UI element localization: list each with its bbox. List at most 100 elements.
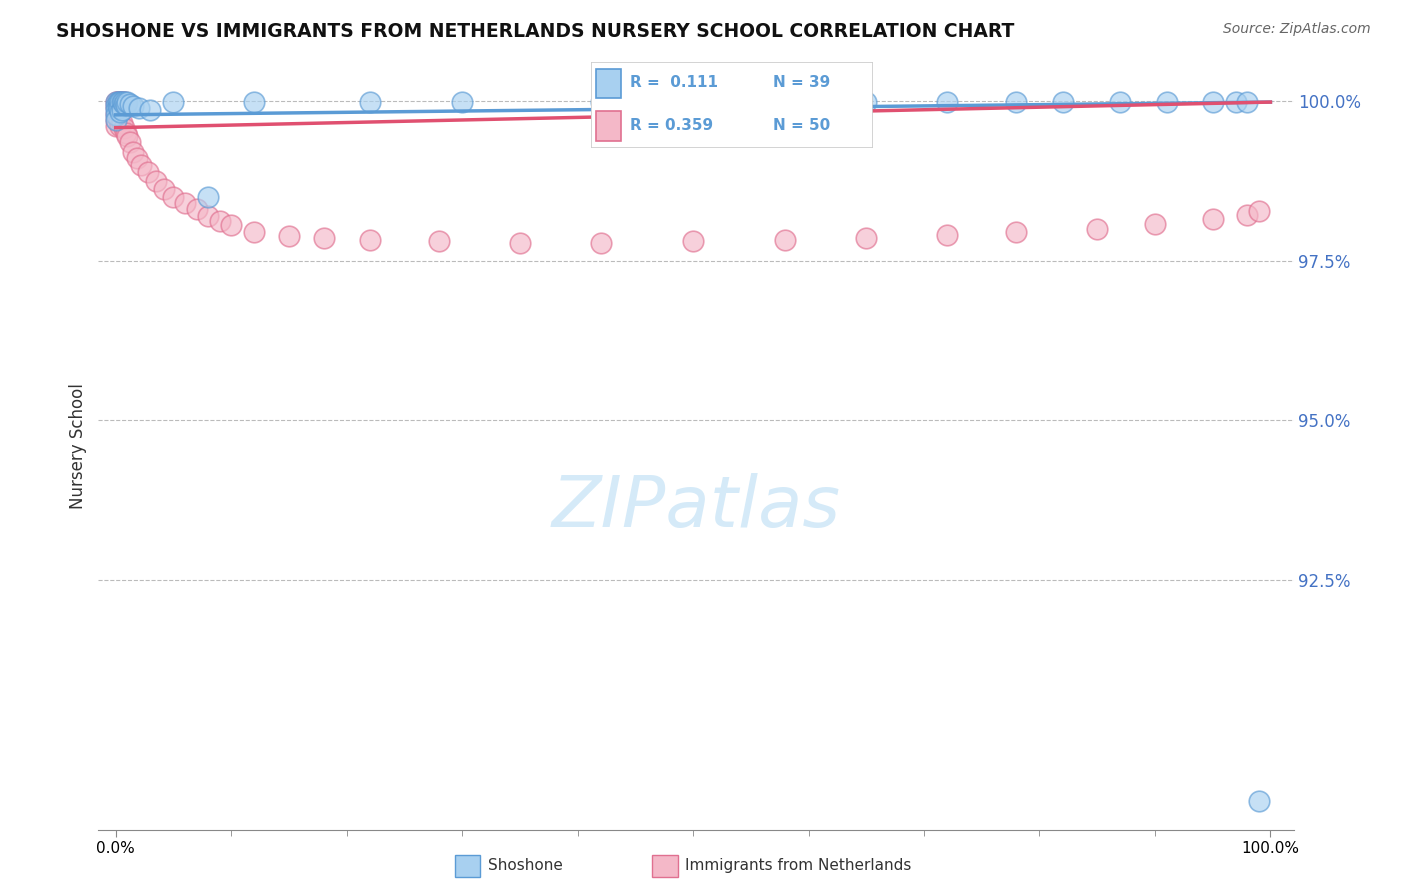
Point bbox=[108, 114, 131, 128]
Point bbox=[243, 225, 266, 239]
Point bbox=[104, 120, 127, 134]
Point bbox=[107, 110, 129, 124]
Point bbox=[1202, 95, 1225, 109]
Point bbox=[104, 103, 127, 118]
Point bbox=[1005, 225, 1028, 239]
Point bbox=[110, 105, 132, 120]
Point bbox=[174, 196, 197, 211]
Point bbox=[589, 95, 612, 109]
Point bbox=[1143, 217, 1166, 231]
Bar bbox=[596, 69, 621, 98]
Point bbox=[111, 95, 134, 109]
Point bbox=[1005, 95, 1028, 109]
Text: R =  0.111: R = 0.111 bbox=[630, 75, 718, 90]
Point bbox=[110, 116, 132, 130]
Point bbox=[128, 102, 150, 116]
Point bbox=[110, 103, 132, 117]
Point bbox=[108, 95, 131, 109]
Point bbox=[427, 235, 450, 249]
Point bbox=[451, 95, 474, 109]
Text: ZIPatlas: ZIPatlas bbox=[551, 473, 841, 541]
Point bbox=[197, 209, 219, 223]
Point bbox=[1236, 95, 1258, 109]
Point bbox=[589, 235, 612, 250]
Point bbox=[1247, 203, 1270, 218]
Point bbox=[108, 102, 131, 116]
Point bbox=[122, 145, 145, 159]
Point bbox=[153, 182, 176, 196]
Point bbox=[936, 228, 959, 243]
Point bbox=[107, 95, 129, 109]
Text: Shoshone: Shoshone bbox=[488, 858, 562, 873]
Point bbox=[162, 95, 184, 109]
Point bbox=[105, 95, 128, 109]
Point bbox=[1202, 212, 1225, 227]
Point bbox=[111, 95, 134, 109]
Point bbox=[243, 95, 266, 109]
Point bbox=[208, 214, 231, 228]
Point bbox=[117, 128, 139, 143]
Point bbox=[125, 151, 148, 165]
Text: Immigrants from Netherlands: Immigrants from Netherlands bbox=[685, 858, 911, 873]
Point bbox=[110, 120, 132, 134]
Point bbox=[775, 233, 797, 247]
Point bbox=[118, 97, 141, 112]
Point bbox=[115, 126, 138, 140]
Text: SHOSHONE VS IMMIGRANTS FROM NETHERLANDS NURSERY SCHOOL CORRELATION CHART: SHOSHONE VS IMMIGRANTS FROM NETHERLANDS … bbox=[56, 22, 1015, 41]
Point bbox=[1247, 794, 1270, 808]
Point bbox=[509, 235, 531, 250]
Point bbox=[129, 158, 152, 172]
Bar bbox=[456, 855, 481, 877]
Point bbox=[1109, 95, 1132, 109]
Point bbox=[278, 229, 301, 244]
Point bbox=[740, 95, 762, 109]
Point bbox=[117, 95, 139, 109]
Point bbox=[139, 103, 162, 118]
Point bbox=[104, 100, 127, 114]
Point bbox=[112, 97, 135, 112]
Point bbox=[186, 202, 208, 217]
Point bbox=[104, 108, 127, 122]
Point bbox=[1225, 95, 1247, 109]
Point bbox=[104, 106, 127, 120]
Point bbox=[122, 99, 145, 113]
Point bbox=[110, 95, 132, 109]
Point bbox=[108, 95, 131, 109]
Point bbox=[104, 95, 127, 109]
Bar bbox=[596, 112, 621, 141]
Point bbox=[136, 165, 159, 179]
Point bbox=[104, 99, 127, 113]
Point bbox=[110, 95, 132, 109]
Text: N = 39: N = 39 bbox=[773, 75, 831, 90]
Point bbox=[359, 95, 381, 109]
Point bbox=[104, 113, 127, 128]
Point bbox=[112, 120, 135, 135]
Point bbox=[107, 95, 129, 109]
Text: Source: ZipAtlas.com: Source: ZipAtlas.com bbox=[1223, 22, 1371, 37]
Point bbox=[855, 231, 877, 245]
Point bbox=[197, 190, 219, 204]
Point bbox=[855, 95, 877, 109]
Bar bbox=[652, 855, 678, 877]
Text: N = 50: N = 50 bbox=[773, 118, 831, 133]
Point bbox=[110, 95, 132, 109]
Point bbox=[312, 231, 335, 245]
Point bbox=[107, 100, 129, 114]
Point bbox=[118, 136, 141, 150]
Point bbox=[359, 233, 381, 247]
Point bbox=[145, 174, 167, 188]
Point bbox=[1236, 208, 1258, 222]
Point bbox=[162, 190, 184, 204]
Point bbox=[115, 98, 138, 112]
Point bbox=[936, 95, 959, 109]
Y-axis label: Nursery School: Nursery School bbox=[69, 383, 87, 509]
Point bbox=[104, 113, 127, 128]
Text: R = 0.359: R = 0.359 bbox=[630, 118, 713, 133]
Point bbox=[1156, 95, 1178, 109]
Point bbox=[105, 103, 128, 118]
Point bbox=[114, 95, 136, 109]
Point bbox=[1085, 221, 1108, 235]
Point bbox=[110, 95, 132, 109]
Point bbox=[1052, 95, 1074, 109]
Point bbox=[682, 235, 704, 249]
